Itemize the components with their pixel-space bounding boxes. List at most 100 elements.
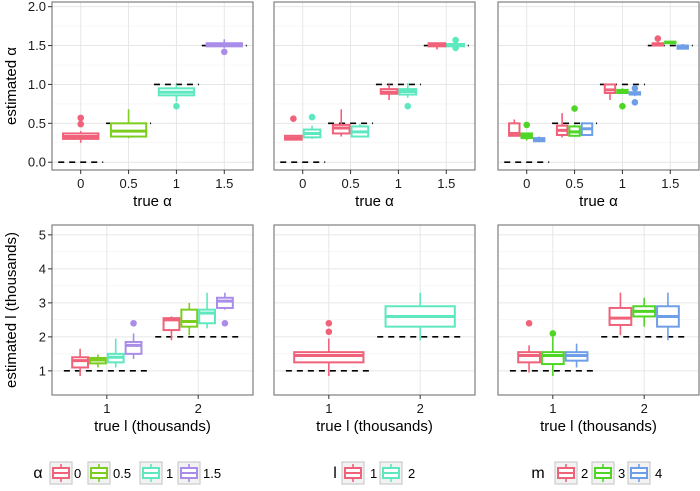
boxplot-2 — [384, 292, 456, 341]
box — [508, 122, 521, 137]
outlier-point — [631, 99, 639, 106]
boxplot-3 — [632, 297, 657, 327]
boxplot-2 — [555, 113, 569, 138]
boxplot-0.5 — [109, 109, 148, 139]
box — [180, 308, 199, 328]
panel-border — [497, 224, 700, 396]
legend-key-2 — [379, 461, 403, 485]
panel-background — [52, 225, 253, 395]
x-tick-label: 2 — [641, 401, 648, 416]
boxplot-2 — [517, 319, 541, 373]
x-tick-label: 1 — [549, 401, 556, 416]
x-tick-label: 0 — [299, 176, 306, 191]
panel-border — [497, 1, 700, 171]
x-tick-label: 0.5 — [120, 176, 138, 191]
panel-1-0: 1 2 true l (thousands) 1 2 3 4 5 estimated l (th… — [3, 224, 254, 435]
box — [293, 351, 365, 364]
x-axis-title: true α — [133, 193, 172, 210]
legend-1: l 1 2 — [333, 461, 415, 485]
x-tick-label: 0 — [77, 176, 84, 191]
legend-label: 4 — [655, 466, 662, 481]
outlier-point — [130, 319, 137, 327]
outlier-point — [452, 36, 459, 44]
box — [215, 296, 234, 309]
outlier-point — [619, 102, 626, 110]
box — [162, 317, 181, 332]
x-tick-label: 2 — [417, 401, 424, 416]
x-tick-label: 1 — [173, 176, 180, 191]
boxplot-4 — [580, 122, 594, 137]
panel-border — [273, 1, 476, 171]
panel-border — [273, 224, 476, 396]
boxplot-4 — [564, 343, 589, 368]
legend-title: α — [33, 465, 42, 482]
y-tick-label: 1.0 — [28, 77, 46, 92]
boxplot-3 — [664, 40, 677, 45]
x-tick-label: 0.5 — [566, 176, 584, 191]
outlier-point — [525, 319, 533, 327]
x-tick-label: 1 — [103, 401, 110, 416]
boxplot-1 — [379, 84, 399, 100]
x-tick-label: 0 — [523, 176, 530, 191]
boxplot-2 — [651, 35, 665, 47]
outlier-point — [452, 44, 459, 52]
panel-border — [51, 224, 254, 396]
boxplot-1 — [427, 42, 447, 50]
panel-background — [274, 2, 475, 170]
x-axis-title: true α — [579, 193, 618, 210]
x-axis-title: true l (thousands) — [540, 418, 657, 435]
panel-background — [498, 2, 699, 170]
outlier-point — [77, 114, 85, 122]
box — [124, 340, 143, 355]
outlier-point — [77, 120, 85, 128]
x-tick-label: 1 — [325, 401, 332, 416]
boxplot-0 — [62, 114, 100, 143]
legend-key-1 — [341, 461, 365, 485]
legend-key-1 — [139, 461, 163, 485]
x-tick-label: 1.5 — [661, 176, 679, 191]
boxplot-3 — [540, 330, 565, 376]
y-tick-label: 2 — [39, 329, 46, 344]
panel-border — [51, 1, 254, 171]
box — [540, 351, 565, 366]
outlier-point — [220, 48, 228, 56]
panel-background — [52, 2, 253, 170]
legend-label: 1 — [166, 466, 173, 481]
legend-key-0 — [49, 461, 73, 485]
legend-key-3 — [591, 461, 615, 485]
outlier-point — [221, 319, 229, 327]
boxplot-1 — [106, 338, 125, 368]
y-tick-label: 2.0 — [28, 0, 46, 14]
panel-0-1: 0 0.5 1 1.5 true α — [273, 1, 476, 210]
boxplot-2 — [350, 124, 370, 138]
boxplot-1.5 — [215, 292, 234, 327]
legend-title: m — [531, 465, 544, 482]
y-tick-label: 0.0 — [28, 155, 46, 170]
x-tick-label: 0.5 — [342, 176, 360, 191]
legend-label: 3 — [618, 466, 625, 481]
boxplot-2 — [508, 119, 521, 137]
boxplot-1 — [198, 292, 216, 329]
outlier-point — [325, 319, 333, 327]
y-axis-title: estimated l (thousands) — [3, 232, 20, 388]
boxplot-1.5 — [205, 39, 243, 56]
legend-label: 2 — [581, 466, 588, 481]
boxplot-0.5 — [180, 302, 199, 336]
outlier-point — [404, 102, 412, 110]
outlier-point — [523, 121, 531, 129]
boxplot-2 — [302, 113, 322, 139]
boxplot-3 — [616, 88, 629, 110]
box — [517, 351, 541, 364]
boxplot-0 — [71, 348, 90, 376]
boxplot-1 — [293, 319, 365, 376]
legend-0: α 0 0.5 1 1.5 — [33, 461, 221, 485]
boxplot-3 — [520, 121, 533, 141]
outlier-point — [290, 115, 297, 122]
y-tick-label: 0.5 — [28, 116, 46, 131]
boxplot-0.5 — [89, 354, 107, 368]
x-axis-title: true l (thousands) — [94, 418, 211, 435]
boxplot-4 — [676, 44, 689, 50]
outlier-point — [549, 330, 557, 337]
y-tick-label: 3 — [39, 295, 46, 310]
boxplot-2 — [603, 83, 617, 100]
